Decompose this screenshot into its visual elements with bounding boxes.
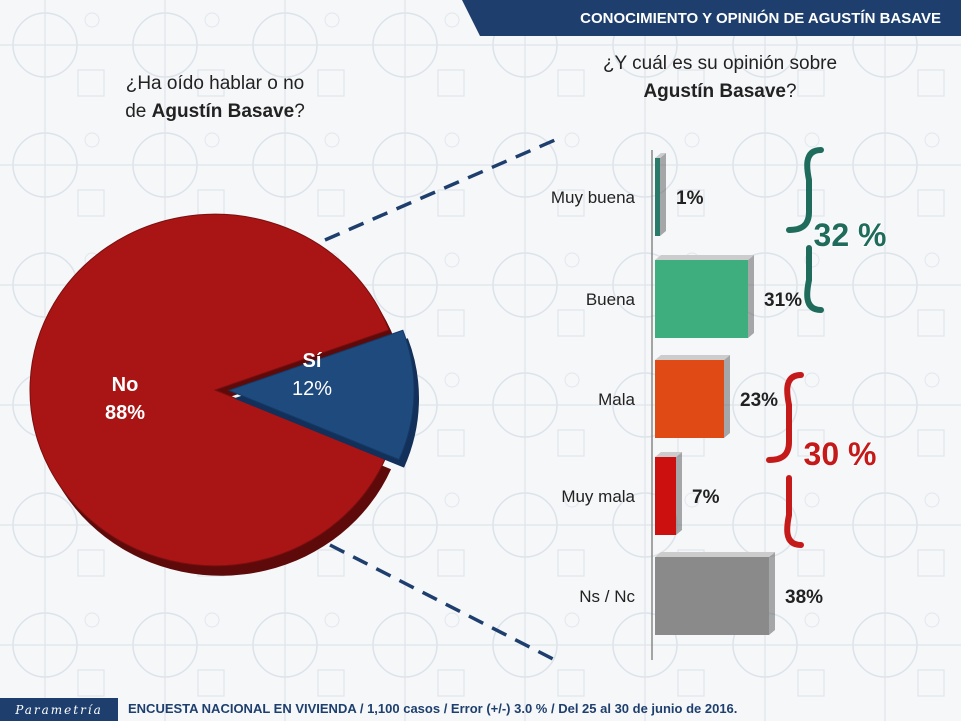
pie-label-no-value: 88%	[105, 402, 145, 424]
bar-top	[655, 355, 730, 360]
bar-depth	[724, 355, 730, 438]
connector-line-bottom	[329, 543, 556, 662]
bar-category-label: Ns / Nc	[579, 587, 635, 606]
footer-text: ENCUESTA NACIONAL EN VIVIENDA / 1,100 ca…	[128, 701, 738, 716]
bar-category-label: Buena	[586, 290, 636, 309]
bar-category-label: Muy mala	[561, 487, 635, 506]
pie-slice-si	[227, 329, 415, 461]
bar-depth	[676, 452, 682, 535]
pie-slice-no	[29, 213, 390, 567]
bar-top	[655, 255, 754, 260]
bar-top	[655, 552, 775, 557]
bar-muy-mala	[655, 457, 676, 535]
right-question-name: Agustín Basave	[643, 81, 786, 102]
bar-category-label: Muy buena	[551, 188, 636, 207]
bar-value-label: 23%	[740, 390, 778, 411]
pie-label-si-value: 12%	[292, 378, 332, 400]
bar-value-label: 38%	[785, 587, 823, 608]
bar-value-label: 7%	[692, 487, 720, 508]
page-title: CONOCIMIENTO Y OPINIÓN DE AGUSTÍN BASAVE	[462, 0, 961, 36]
bar-depth	[748, 255, 754, 338]
bar-buena	[655, 260, 748, 338]
positive-group-total: 32 %	[814, 217, 887, 253]
bar-category-label: Mala	[598, 390, 635, 409]
left-question-name: Agustín Basave	[151, 101, 295, 122]
bar-top	[655, 153, 666, 158]
left-question-line1: ¿Ha oído hablar o no	[125, 73, 305, 94]
bar-depth	[769, 552, 775, 635]
right-question-suffix: ?	[785, 81, 797, 102]
left-question: ¿Ha oído hablar o no de Agustín Basave?	[90, 70, 340, 126]
left-question-prefix: de	[125, 101, 152, 122]
bar-top	[655, 452, 682, 457]
bar-ns-nc	[655, 557, 769, 635]
right-question-line1: ¿Y cuál es su opinión sobre	[602, 53, 838, 74]
positive-group-brace	[786, 147, 824, 313]
footer: Parametría ENCUESTA NACIONAL EN VIVIENDA…	[0, 698, 961, 721]
bar-value-label: 31%	[764, 290, 802, 311]
bar-muy-buena	[655, 158, 660, 236]
bar-depth	[660, 153, 666, 236]
right-question: ¿Y cuál es su opinión sobre Agustín Basa…	[590, 50, 850, 106]
footer-logo: Parametría	[0, 698, 118, 721]
bar-value-label: 1%	[676, 188, 704, 209]
page-title-text: CONOCIMIENTO Y OPINIÓN DE AGUSTÍN BASAVE	[580, 9, 941, 27]
negative-group-total: 30 %	[804, 436, 877, 472]
connector-line-top	[324, 138, 556, 242]
bar-mala	[655, 360, 724, 438]
pie-label-si-name: Sí	[303, 350, 323, 372]
pie-label-no-name: No	[112, 374, 139, 396]
negative-group-brace	[766, 372, 804, 548]
left-question-suffix: ?	[294, 101, 305, 122]
